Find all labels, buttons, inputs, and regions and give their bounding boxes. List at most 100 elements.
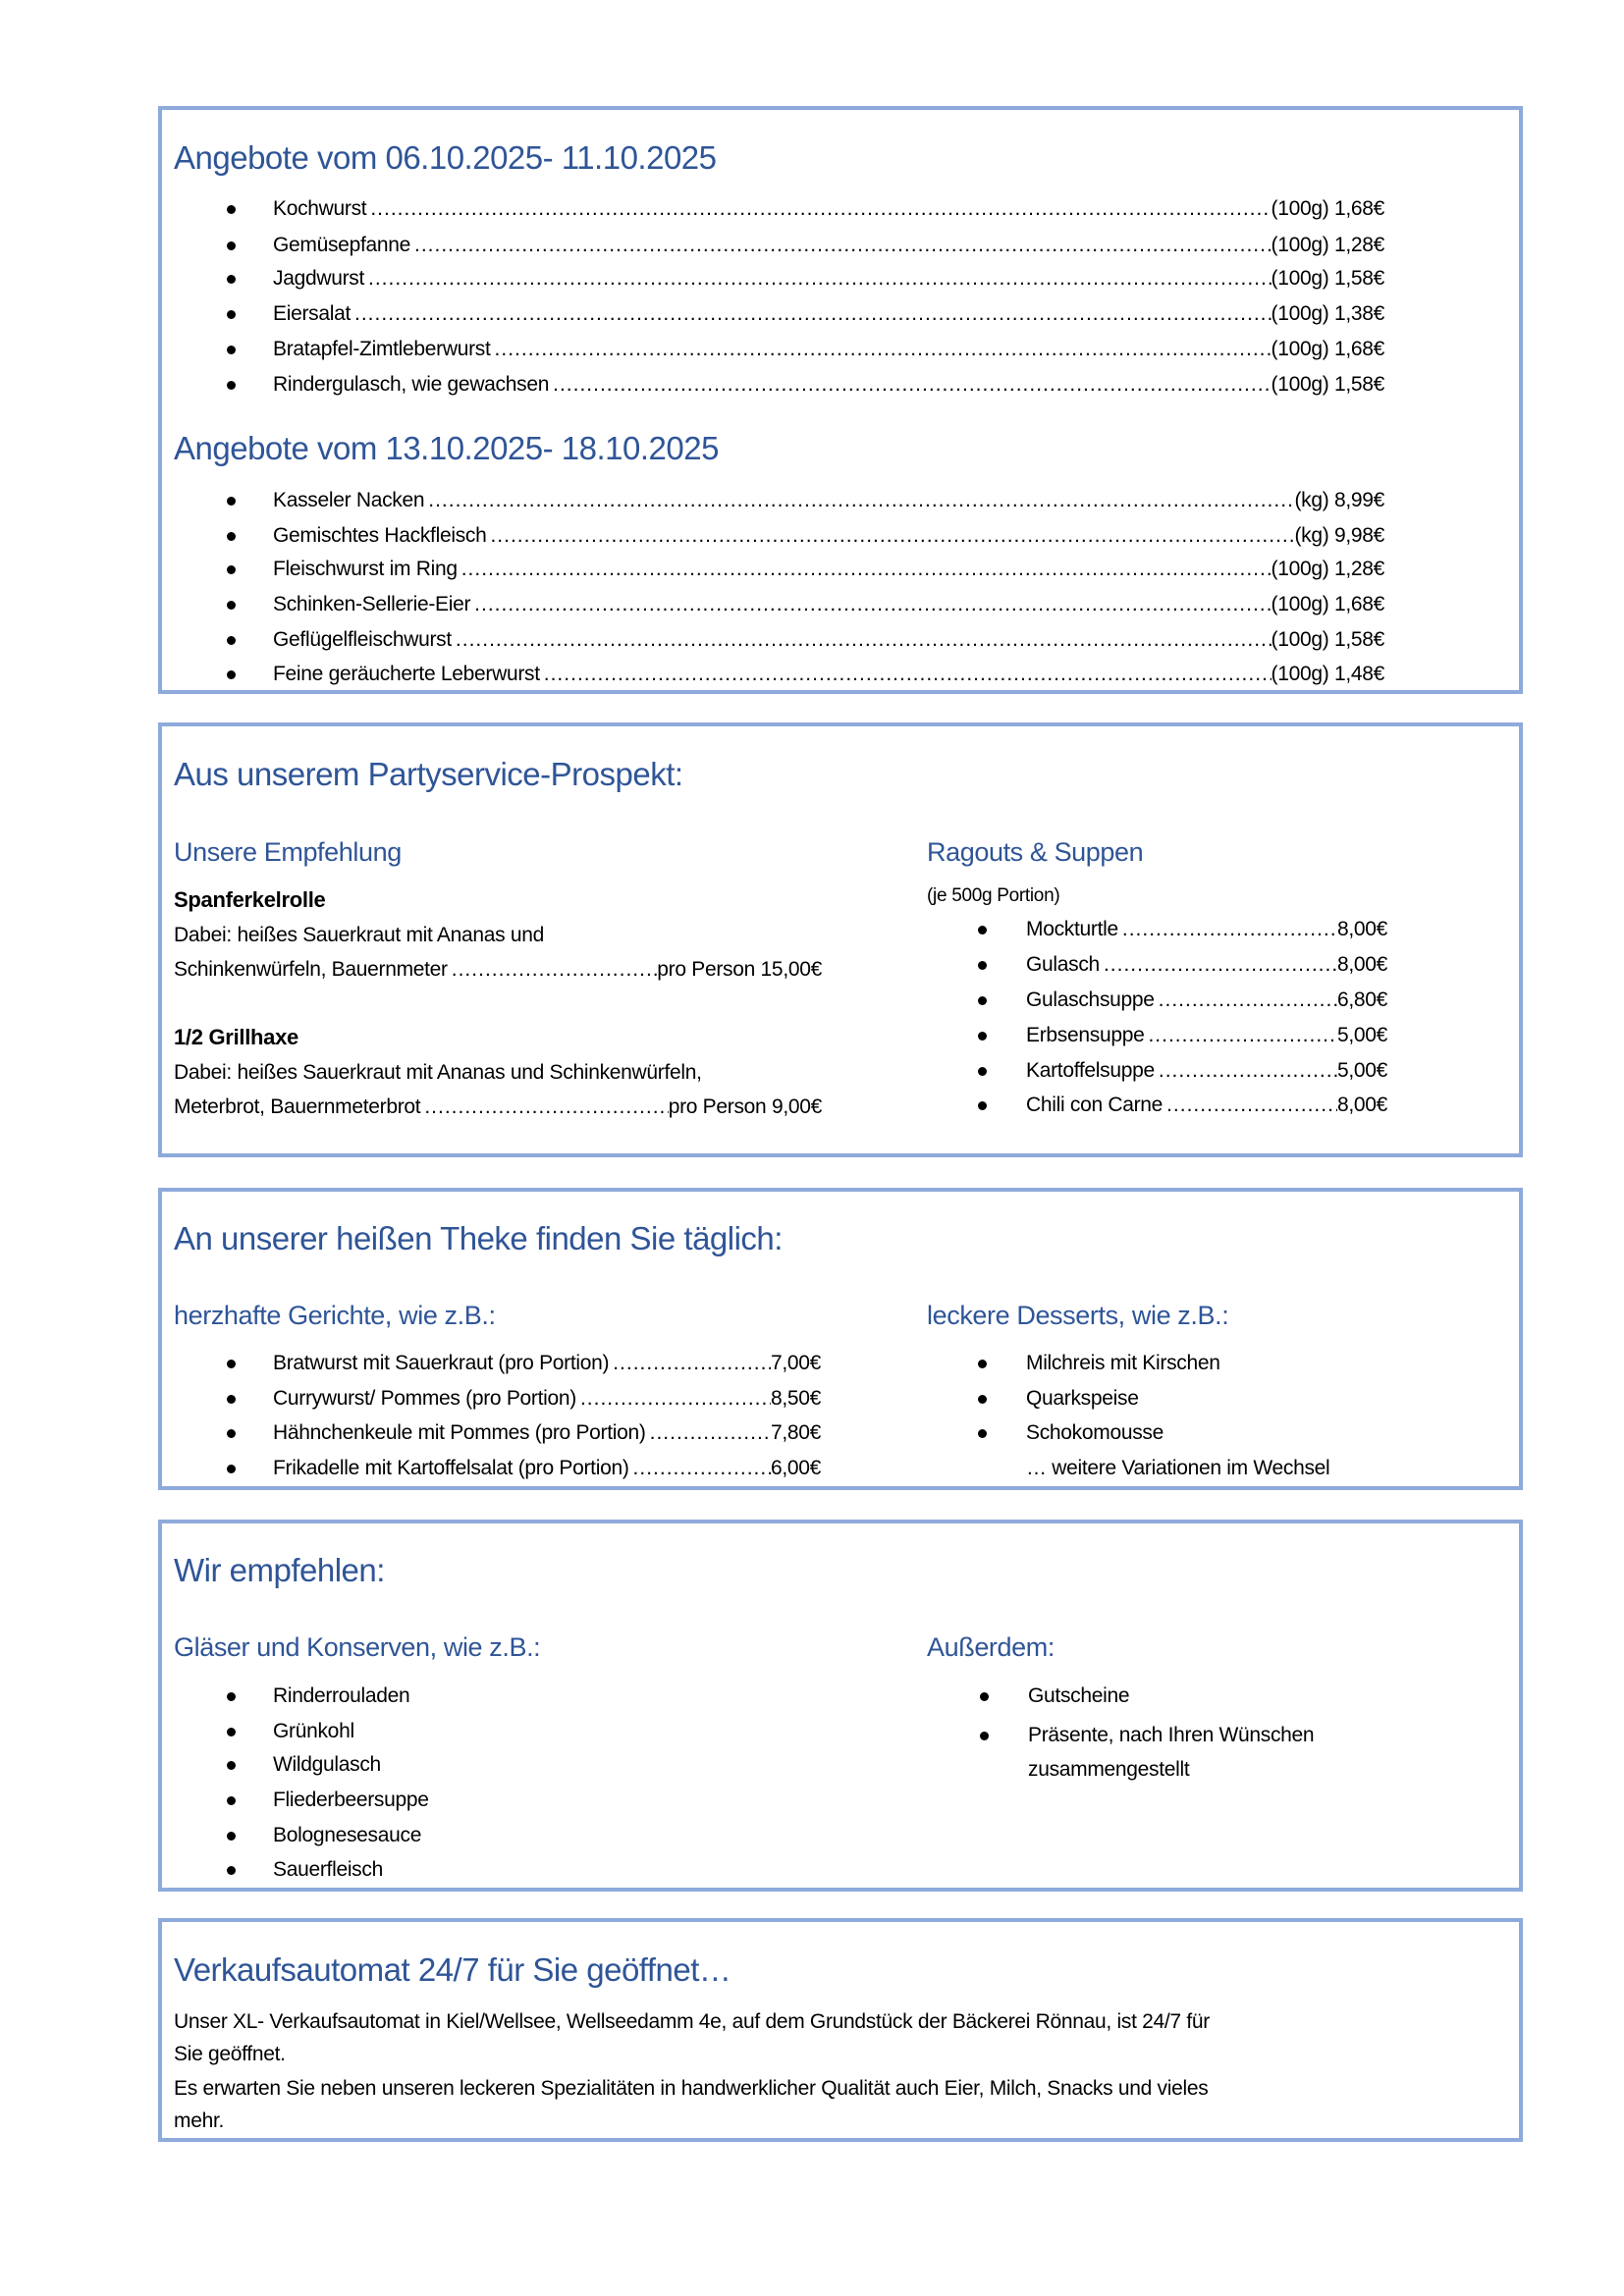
dot-leader [549, 367, 1271, 402]
dot-leader [351, 296, 1271, 332]
item-name: Chili con Carne [1026, 1094, 1164, 1116]
bullet-icon [980, 1692, 989, 1701]
item-price: (100g) 1,68€ [1271, 197, 1385, 220]
item-price: (100g) 1,68€ [1271, 593, 1385, 615]
item-price: (100g) 1,28€ [1271, 234, 1385, 256]
list-item: Bratapfel-Zimtleberwurst (100g) 1,68€ [273, 332, 1384, 367]
desserts-more: … weitere Variationen im Wechsel [1026, 1457, 1330, 1479]
item-price: 8,50€ [770, 1387, 821, 1410]
list-item: Gemüsepfanne (100g) 1,28€ [273, 228, 1384, 263]
dot-leader [1144, 1018, 1336, 1053]
partyservice-title: Aus unserem Partyservice-Prospekt: [174, 756, 683, 792]
list-item: Kochwurst (100g) 1,68€ [273, 191, 1384, 227]
bullet-icon [980, 1732, 989, 1740]
dot-leader [609, 1346, 771, 1381]
list-item: Hähnchenkeule mit Pommes (pro Portion) 7,… [273, 1415, 821, 1451]
list-item: Jagdwurst (100g) 1,58€ [273, 261, 1384, 296]
dot-leader [448, 952, 658, 988]
dot-leader [491, 332, 1272, 367]
recommend-title: Wir empfehlen: [174, 1552, 385, 1588]
item-price: 5,00€ [1336, 1059, 1387, 1082]
dish2-name: 1/2 Grillhaxe [174, 1025, 298, 1049]
item-price: 6,80€ [1336, 988, 1387, 1011]
list-item: Geflügelfleischwurst (100g) 1,58€ [273, 622, 1384, 658]
offers-week1-title: Angebote vom 06.10.2025- 11.10.2025 [174, 139, 717, 176]
bullet-icon [227, 1692, 236, 1701]
item-name: Schinken-Sellerie-Eier [273, 593, 471, 615]
desserts-title: leckere Desserts, wie z.B.: [927, 1301, 1229, 1330]
list-item: Wildgulasch [273, 1753, 381, 1776]
item-name: Gulaschsuppe [1026, 988, 1155, 1011]
list-item: Mockturtle 8,00€ [1026, 912, 1387, 947]
vending-line: Es erwarten Sie neben unseren leckeren S… [174, 2077, 1209, 2100]
hot-counter-title: An unserer heißen Theke finden Sie tägli… [174, 1220, 783, 1256]
bullet-icon [978, 926, 987, 934]
item-name: Erbsensuppe [1026, 1024, 1145, 1046]
item-name: Fleischwurst im Ring [273, 558, 458, 580]
bullet-icon [978, 1395, 987, 1404]
dish1-desc: Schinkenwürfeln, Bauernmeter [174, 958, 448, 981]
dot-leader [486, 518, 1294, 554]
bullet-icon [227, 1360, 236, 1368]
bullet-icon [227, 636, 236, 645]
list-item: Eiersalat (100g) 1,38€ [273, 296, 1384, 332]
dish2-desc: Meterbrot, Bauernmeterbrot [174, 1095, 421, 1118]
item-name: Frikadelle mit Kartoffelsalat (pro Porti… [273, 1457, 629, 1479]
dot-leader [420, 1090, 668, 1125]
bullet-icon [227, 1832, 236, 1841]
list-item: Frikadelle mit Kartoffelsalat (pro Porti… [273, 1451, 821, 1486]
hearty-title: herzhafte Gerichte, wie z.B.: [174, 1301, 496, 1330]
bullet-icon [227, 241, 236, 250]
jars-title: Gläser und Konserven, wie z.B.: [174, 1632, 541, 1662]
list-item: Fleischwurst im Ring (100g) 1,28€ [273, 552, 1384, 587]
item-price: (100g) 1,58€ [1271, 267, 1385, 290]
item-name: Gulasch [1026, 953, 1100, 976]
dot-leader [452, 622, 1272, 658]
recommendation-title: Unsere Empfehlung [174, 837, 402, 867]
list-item: Currywurst/ Pommes (pro Portion) 8,50€ [273, 1381, 821, 1416]
dot-leader [1163, 1088, 1337, 1123]
item-price: 7,80€ [770, 1421, 821, 1444]
bullet-icon [227, 497, 236, 506]
item-name: Jagdwurst [273, 267, 365, 290]
bullet-icon [978, 996, 987, 1005]
item-name: Eiersalat [273, 302, 352, 325]
list-item: Gemischtes Hackfleisch (kg) 9,98€ [273, 518, 1384, 554]
dot-leader [540, 657, 1272, 692]
vending-title: Verkaufsautomat 24/7 für Sie geöffnet… [174, 1951, 731, 1988]
dish2-line2: Meterbrot, Bauernmeterbrot pro Person 9,0… [174, 1090, 822, 1125]
vending-box [158, 1918, 1523, 2142]
dot-leader [1100, 947, 1337, 983]
dish1-line1: Dabei: heißes Sauerkraut mit Ananas und [174, 924, 545, 946]
list-item: Bolognesesauce [273, 1824, 422, 1846]
list-item: Präsente, nach Ihren Wünschen [1028, 1724, 1315, 1746]
dot-leader [410, 228, 1272, 263]
ragouts-title: Ragouts & Suppen [927, 837, 1144, 867]
bullet-icon [227, 205, 236, 214]
bullet-icon [227, 310, 236, 319]
list-item: Gutscheine [1028, 1684, 1130, 1707]
item-name: Gemischtes Hackfleisch [273, 524, 487, 547]
item-price: 8,00€ [1336, 918, 1387, 940]
list-item: Feine geräucherte Leberwurst (100g) 1,48€ [273, 657, 1384, 692]
list-item: Schinken-Sellerie-Eier (100g) 1,68€ [273, 587, 1384, 622]
bullet-icon [227, 565, 236, 574]
bullet-icon [227, 1395, 236, 1404]
item-price: (kg) 9,98€ [1294, 524, 1384, 547]
list-item: Quarkspeise [1026, 1387, 1139, 1410]
bullet-icon [978, 1032, 987, 1041]
also-item2-cont: zusammengestellt [1028, 1758, 1190, 1781]
item-name: Bratwurst mit Sauerkraut (pro Portion) [273, 1352, 610, 1374]
list-item: Rinderrouladen [273, 1684, 410, 1707]
bullet-icon [227, 275, 236, 284]
dot-leader [646, 1415, 771, 1451]
item-price: (100g) 1,68€ [1271, 338, 1385, 360]
list-item: Kartoffelsuppe 5,00€ [1026, 1053, 1387, 1089]
dish1-price: pro Person 15,00€ [657, 958, 822, 981]
list-item: Grünkohl [273, 1720, 354, 1742]
dot-leader [629, 1451, 771, 1486]
offers-box [158, 106, 1523, 694]
item-name: Mockturtle [1026, 918, 1118, 940]
bullet-icon [227, 1866, 236, 1875]
item-price: (100g) 1,58€ [1271, 373, 1385, 396]
